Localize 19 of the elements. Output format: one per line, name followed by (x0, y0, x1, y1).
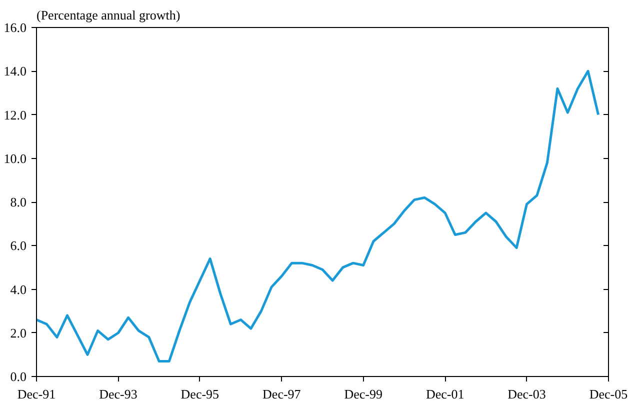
y-tick-label: 4.0 (10, 282, 26, 297)
y-tick-label: 6.0 (10, 238, 26, 254)
y-axis-title: (Percentage annual growth) (36, 8, 180, 22)
y-tick-label: 2.0 (10, 325, 26, 340)
x-tick-label: Dec-01 (426, 386, 464, 402)
y-tick-label: 12.0 (4, 107, 26, 122)
x-tick-label: Dec-97 (262, 386, 302, 402)
x-tick-label: Dec-93 (99, 386, 138, 402)
y-tick-label: 14.0 (4, 64, 26, 79)
x-tick-label: Dec-91 (17, 386, 56, 402)
y-tick-label: 8.0 (10, 194, 26, 210)
line-series (36, 70, 600, 362)
x-tick-label: Dec-95 (180, 386, 220, 402)
x-tick-label: Dec-05 (589, 386, 628, 402)
y-tick-label: 0.0 (10, 369, 26, 384)
x-tick-label: Dec-99 (344, 386, 382, 402)
y-tick-label: 16.0 (4, 20, 26, 35)
y-tick-label: 10.0 (4, 150, 26, 166)
x-tick-label: Dec-03 (508, 386, 546, 402)
